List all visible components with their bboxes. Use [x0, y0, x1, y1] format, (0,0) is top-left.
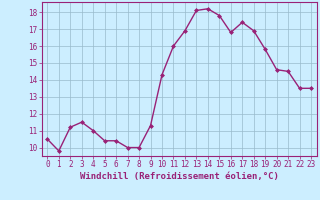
- X-axis label: Windchill (Refroidissement éolien,°C): Windchill (Refroidissement éolien,°C): [80, 172, 279, 181]
